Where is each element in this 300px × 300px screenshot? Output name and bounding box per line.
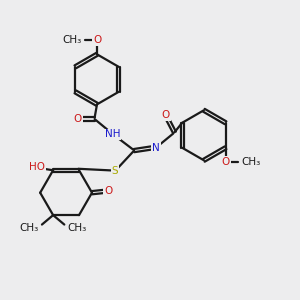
- Text: O: O: [74, 114, 82, 124]
- Text: CH₃: CH₃: [62, 35, 82, 45]
- Text: HO: HO: [29, 162, 45, 172]
- Text: NH: NH: [105, 129, 121, 140]
- Text: CH₃: CH₃: [19, 223, 38, 232]
- Text: O: O: [104, 186, 112, 196]
- Text: O: O: [161, 110, 170, 120]
- Text: S: S: [112, 166, 118, 176]
- Text: O: O: [93, 35, 101, 45]
- Text: CH₃: CH₃: [68, 223, 87, 232]
- Text: CH₃: CH₃: [242, 157, 261, 167]
- Text: O: O: [221, 157, 230, 167]
- Text: N: N: [152, 142, 160, 153]
